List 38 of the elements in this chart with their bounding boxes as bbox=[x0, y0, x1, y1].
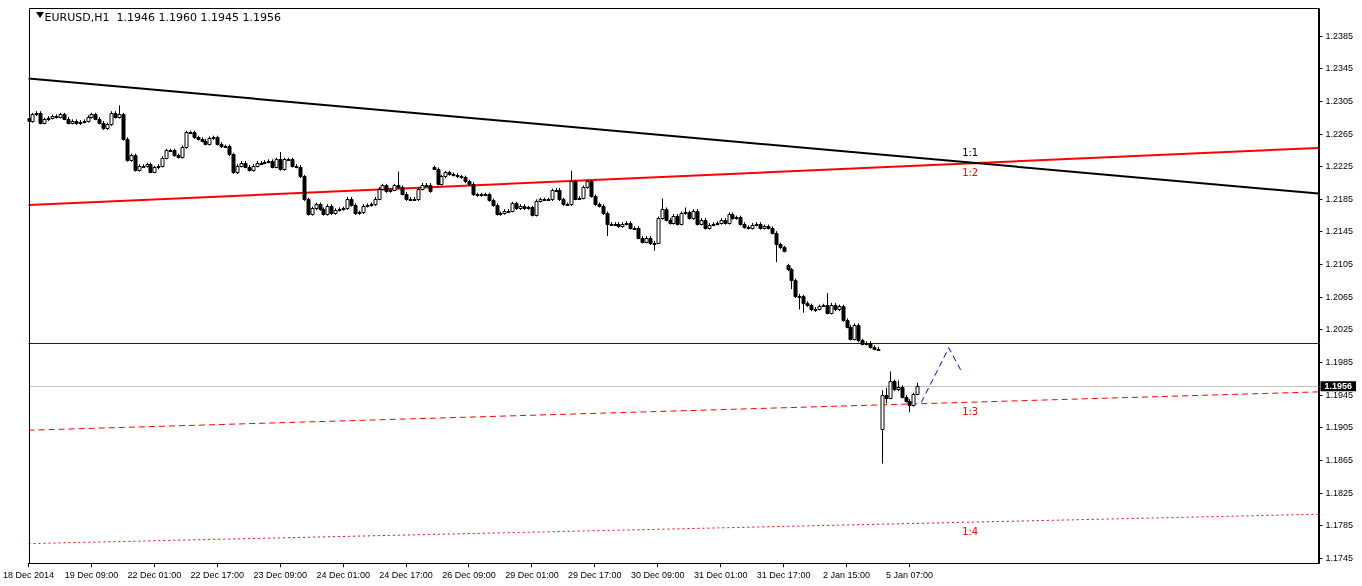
y-tick-label: 1.1745 bbox=[1325, 552, 1353, 563]
y-tick-label: 1.1905 bbox=[1325, 422, 1353, 433]
x-tick-label: 31 Dec 01:00 bbox=[693, 570, 748, 581]
y-tick-label: 1.2145 bbox=[1325, 226, 1353, 237]
y-tick-label: 1.2105 bbox=[1325, 259, 1353, 270]
x-tick-label: 19 Dec 09:00 bbox=[64, 570, 119, 581]
y-tick-label: 1.1945 bbox=[1325, 389, 1353, 400]
x-tick-label: 22 Dec 01:00 bbox=[127, 570, 182, 581]
x-tick-label: 29 Dec 01:00 bbox=[505, 570, 559, 581]
x-tick-label: 26 Dec 09:00 bbox=[442, 570, 496, 581]
y-tick-label: 1.2345 bbox=[1325, 63, 1353, 74]
x-tick-label: 31 Dec 17:00 bbox=[756, 570, 811, 581]
y-tick-label: 1.2025 bbox=[1325, 324, 1353, 335]
chart-title: EURUSD,H1 1.1946 1.1960 1.1945 1.1956 bbox=[44, 11, 281, 25]
series-label: 1:1 bbox=[962, 147, 979, 159]
y-tick-label: 1.2265 bbox=[1325, 128, 1353, 139]
x-tick-label: 29 Dec 17:00 bbox=[568, 570, 622, 581]
ref-line-label: 1.1956 bbox=[1324, 380, 1352, 391]
series-label: 1:3 bbox=[962, 405, 979, 417]
y-tick-label: 1.1785 bbox=[1325, 520, 1353, 531]
x-tick-label: 18 Dec 2014 bbox=[3, 570, 55, 581]
y-tick-label: 1.2065 bbox=[1325, 291, 1353, 302]
x-tick-label: 24 Dec 01:00 bbox=[316, 570, 370, 581]
y-tick-label: 1.2385 bbox=[1325, 30, 1353, 41]
y-tick-label: 1.1865 bbox=[1325, 454, 1353, 465]
x-tick-label: 30 Dec 09:00 bbox=[630, 570, 685, 581]
y-tick-label: 1.1985 bbox=[1325, 356, 1353, 367]
y-tick-label: 1.2305 bbox=[1325, 95, 1353, 106]
x-tick-label: 23 Dec 09:00 bbox=[253, 570, 307, 581]
y-tick-label: 1.1825 bbox=[1325, 487, 1353, 498]
x-tick-label: 24 Dec 17:00 bbox=[379, 570, 433, 581]
x-tick-label: 22 Dec 17:00 bbox=[190, 570, 245, 581]
x-tick-label: 5 Jan 07:00 bbox=[885, 570, 933, 581]
series-label: 1:4 bbox=[962, 525, 979, 537]
y-tick-label: 1.2225 bbox=[1325, 161, 1353, 172]
series-label: 1:2 bbox=[962, 166, 979, 178]
x-tick-label: 2 Jan 15:00 bbox=[823, 570, 871, 581]
y-tick-label: 1.2185 bbox=[1325, 193, 1353, 204]
